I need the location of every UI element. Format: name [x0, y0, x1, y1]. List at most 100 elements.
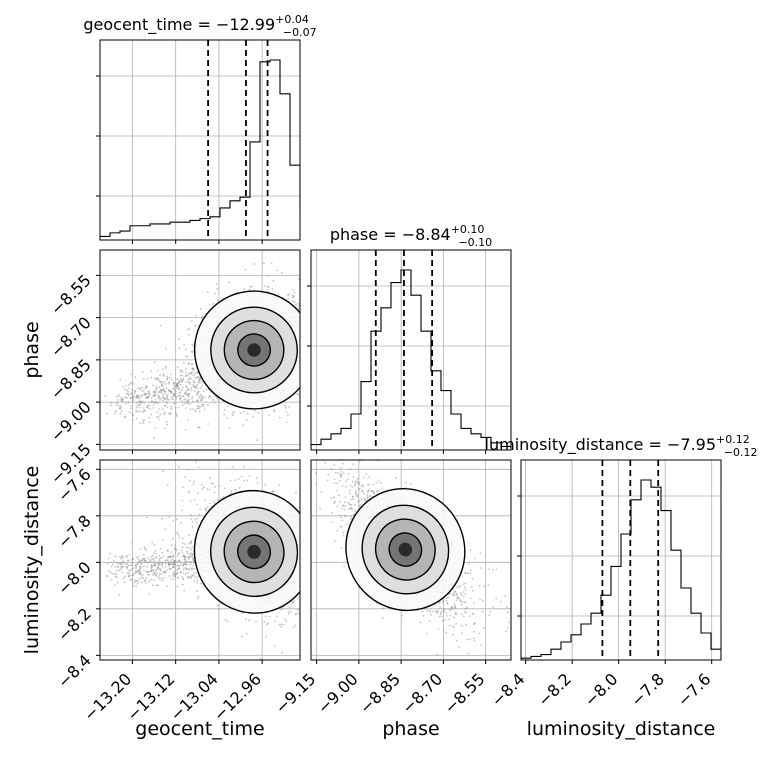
sample-point: [153, 395, 156, 397]
sample-point: [315, 482, 317, 485]
sample-point: [297, 612, 300, 615]
sample-point: [186, 374, 188, 376]
sample-point: [141, 386, 144, 389]
panel-frame: [520, 459, 722, 661]
sample-point: [161, 389, 164, 391]
histogram-steps: [521, 479, 721, 660]
sample-point: [448, 624, 451, 627]
sample-point: [303, 515, 305, 517]
sample-point: [168, 413, 170, 415]
sample-point: [168, 376, 171, 379]
sample-point: [110, 404, 112, 407]
sample-point: [203, 486, 205, 489]
sample-point: [304, 558, 306, 560]
sample-point: [255, 477, 258, 480]
sample-point: [437, 609, 439, 612]
sample-point: [164, 566, 167, 568]
sample-point: [174, 390, 177, 393]
sample-point: [149, 408, 152, 410]
sample-point: [304, 404, 306, 406]
sample-point: [170, 379, 173, 381]
sample-point: [184, 560, 187, 563]
sample-point: [130, 541, 133, 544]
sample-point: [489, 611, 492, 613]
sample-point: [121, 563, 124, 565]
sample-point: [295, 491, 297, 494]
sample-point: [189, 563, 192, 566]
sample-point: [302, 600, 304, 602]
sample-point: [197, 391, 200, 393]
sample-point: [198, 395, 201, 398]
sample-point: [198, 513, 201, 516]
sample-point: [197, 466, 200, 468]
sample-point: [317, 277, 319, 279]
sample-point: [147, 571, 150, 573]
sample-point: [196, 407, 198, 410]
sample-point: [151, 557, 154, 560]
sample-point: [135, 409, 137, 411]
sample-point: [318, 577, 320, 579]
sample-point: [174, 393, 177, 395]
sample-point: [422, 614, 425, 617]
sample-point: [137, 580, 140, 582]
sample-point: [114, 555, 117, 558]
sample-point: [329, 404, 331, 406]
sample-point: [304, 521, 306, 523]
sample-point: [173, 571, 176, 573]
sample-point: [129, 569, 132, 571]
sample-point: [313, 560, 315, 562]
sample-point: [119, 556, 121, 558]
sample-point: [185, 381, 188, 383]
sample-point: [307, 389, 309, 391]
sample-point: [445, 599, 448, 602]
sample-point: [194, 571, 197, 574]
sample-point: [170, 577, 173, 580]
sample-point: [165, 387, 168, 390]
sample-point: [158, 408, 161, 410]
sample-point: [182, 377, 185, 380]
sample-point: [199, 307, 202, 310]
sample-point: [137, 403, 140, 406]
sample-point: [179, 397, 182, 399]
sample-point: [341, 336, 343, 338]
sample-point: [120, 396, 122, 399]
sample-point: [170, 544, 173, 547]
sample-point: [202, 390, 205, 393]
sample-point: [294, 624, 297, 627]
sample-point: [174, 569, 177, 572]
sample-point: [145, 548, 148, 551]
sample-point: [303, 354, 305, 356]
sample-point: [195, 377, 198, 379]
sample-point: [188, 542, 190, 545]
sample-point: [289, 611, 292, 613]
sample-point: [167, 389, 170, 392]
sample-point: [178, 379, 181, 382]
sample-point: [471, 589, 474, 592]
sample-point: [120, 406, 123, 409]
sample-point: [208, 394, 211, 397]
sample-point: [425, 632, 428, 635]
sample-point: [187, 392, 189, 395]
sample-point: [141, 400, 144, 403]
sample-point: [231, 414, 234, 417]
sample-point: [306, 638, 308, 640]
sample-point: [437, 627, 440, 630]
sample-point: [216, 397, 218, 400]
sample-point: [135, 406, 138, 409]
sample-point: [158, 395, 160, 398]
sample-point: [201, 384, 204, 387]
sample-point: [173, 402, 176, 405]
sample-point: [168, 563, 171, 566]
sample-point: [161, 562, 164, 565]
sample-point: [336, 489, 339, 492]
sample-point: [343, 508, 346, 511]
sample-point: [190, 552, 193, 555]
sample-point: [166, 397, 169, 400]
sample-point: [451, 593, 454, 596]
sample-point: [170, 551, 173, 554]
sample-point: [479, 598, 481, 601]
sample-point: [176, 384, 178, 386]
sample-point: [181, 575, 184, 578]
sample-point: [187, 379, 190, 381]
sample-point: [141, 574, 144, 577]
